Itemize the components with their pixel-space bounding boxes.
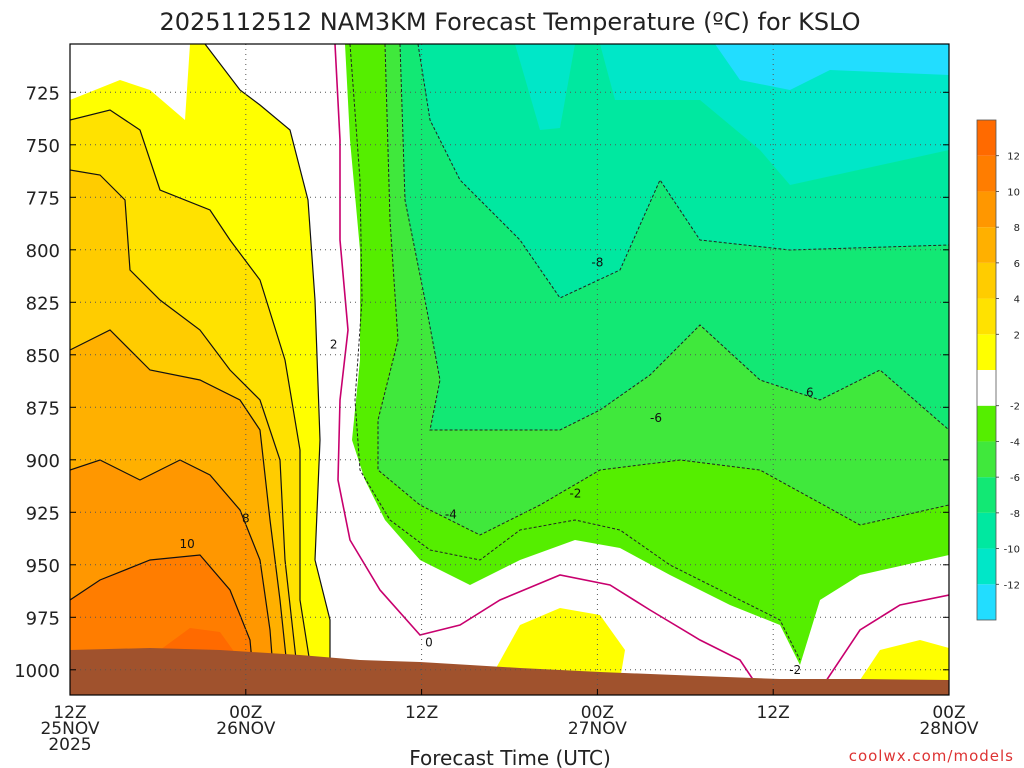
contour-warm-8: [70, 329, 291, 695]
x-tick-label: 00Z: [229, 703, 262, 723]
contour-warm-2: [204, 44, 331, 695]
warm-bulge-day2: [495, 608, 625, 680]
colorbar-label: -10: [1004, 545, 1020, 556]
y-tick-label: 800: [26, 241, 60, 262]
colorbar-label: -2: [1010, 402, 1020, 413]
colorbar-segment: [977, 298, 996, 335]
x-tick-label: 00Z: [932, 703, 965, 723]
colorbar-segment: [977, 441, 996, 478]
contour-label: -2: [789, 663, 801, 677]
y-tick-label: 875: [26, 398, 60, 419]
colorbar-label: 12: [1007, 152, 1020, 163]
contour-minus-6: [399, 44, 949, 431]
colorbar-label: -4: [1010, 437, 1020, 448]
warm-bulge-day3: [860, 640, 949, 680]
colorbar-frame: [976, 119, 997, 621]
y-tick-label: 900: [26, 451, 60, 472]
x-tick-label: 2025: [48, 735, 91, 755]
colorbar-label: 6: [1014, 259, 1020, 270]
y-axis: 725 750 775 800 825 850 875 900 925 950 975 1000: [14, 83, 949, 682]
band-minus-10: [515, 44, 575, 130]
y-tick-label: 975: [26, 608, 60, 629]
y-tick-label: 850: [26, 346, 60, 367]
contour-label: 10: [180, 537, 195, 551]
chart-title: 2025112512 NAM3KM Forecast Temperature (…: [159, 8, 860, 36]
band-minus-12: [715, 44, 949, 90]
y-tick-label: 825: [26, 293, 60, 314]
contour-minus-2: [349, 44, 801, 661]
colorbar-segment: [977, 120, 996, 156]
contour-warm-10: [70, 459, 276, 695]
colorbar: -12 -10 -8 -6 -4 -2 2 4 6 8 10 12: [976, 119, 1020, 621]
colorbar-segment: [977, 227, 996, 263]
contour-label: 2: [330, 337, 338, 351]
colorbar-segment: [977, 512, 996, 549]
contour-warm-12: [70, 554, 256, 695]
freezing-line: [334, 44, 761, 691]
colorbar-segment: [977, 370, 996, 406]
contour-minus-4: [377, 44, 949, 536]
plot-area: [70, 44, 949, 695]
band-minus-10-east: [600, 44, 949, 185]
x-tick-label: 28NOV: [919, 719, 978, 739]
contour-label: -4: [445, 507, 457, 521]
x-tick-label: 12Z: [405, 703, 438, 723]
y-tick-label: 1000: [14, 661, 60, 682]
colorbar-segment: [977, 477, 996, 513]
colorbar-segment: [977, 584, 996, 620]
y-tick-label: 725: [26, 83, 60, 104]
colorbar-segment: [977, 262, 996, 299]
colorbar-label: 8: [1014, 223, 1020, 234]
colorbar-segment: [977, 191, 996, 228]
colorbar-segment: [977, 334, 996, 370]
colorbar-segment: [977, 155, 996, 192]
y-tick-label: 950: [26, 556, 60, 577]
y-tick-label: 775: [26, 188, 60, 209]
x-tick-label: 12Z: [757, 703, 790, 723]
colorbar-label: -12: [1004, 580, 1020, 591]
contour-label: 6: [806, 386, 814, 400]
x-axis-title: Forecast Time (UTC): [409, 746, 611, 768]
contour-minus-8: [417, 44, 949, 299]
contour-label: -2: [569, 486, 581, 500]
y-tick-label: 925: [26, 503, 60, 524]
colorbar-label: 4: [1014, 295, 1020, 306]
contour-label: -6: [650, 411, 662, 425]
x-tick-label: 25NOV: [40, 719, 99, 739]
y-tick-label: 750: [26, 136, 60, 157]
contour-warm-4: [70, 109, 316, 695]
colorbar-segment: [977, 405, 996, 442]
contour-label: 0: [425, 636, 433, 650]
contour-label: -8: [591, 255, 603, 269]
plot-frame: [69, 43, 950, 696]
terrain-ground: [70, 648, 949, 695]
contour-label: 8: [242, 512, 250, 526]
x-tick-label: 12Z: [53, 703, 86, 723]
x-tick-label: 00Z: [581, 703, 614, 723]
colorbar-label: -8: [1010, 509, 1020, 520]
colorbar-label: -6: [1010, 473, 1020, 484]
contour-warm-6: [70, 169, 301, 695]
colorbar-segment: [977, 548, 996, 585]
contour-labels: 10 8 2 0 -4 -2 -8 -6 6 -2: [180, 255, 814, 676]
grid-lines: [70, 44, 949, 695]
x-tick-label: 27NOV: [568, 719, 627, 739]
x-tick-label: 26NOV: [216, 719, 275, 739]
colorbar-label: 10: [1007, 187, 1020, 198]
colorbar-label: 2: [1014, 330, 1020, 341]
credit-text: coolwx.com/models: [849, 747, 1014, 765]
